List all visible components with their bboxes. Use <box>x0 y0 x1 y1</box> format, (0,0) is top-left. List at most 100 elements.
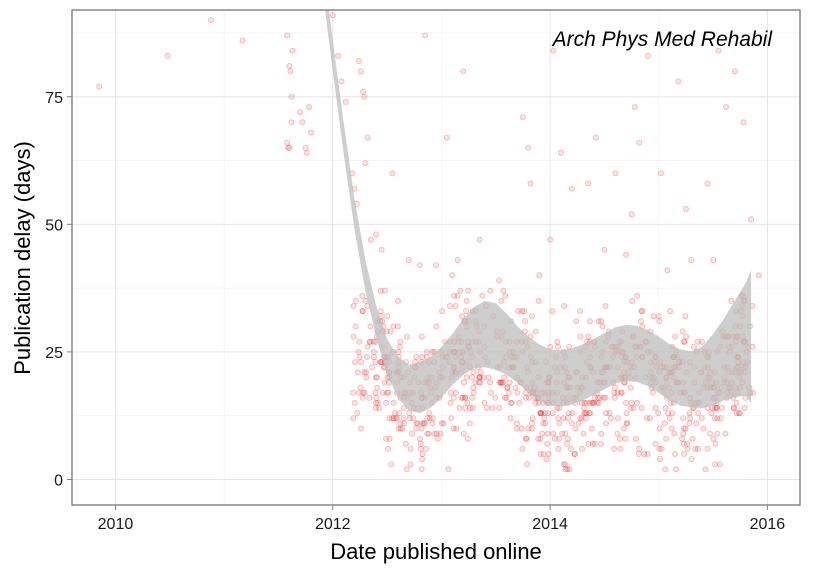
data-point <box>431 430 438 437</box>
data-point <box>611 394 618 401</box>
data-point <box>499 379 506 386</box>
data-point <box>700 425 707 432</box>
data-point <box>366 394 373 401</box>
data-point <box>547 236 554 243</box>
data-point <box>363 374 370 381</box>
data-point <box>712 440 719 447</box>
data-point <box>355 348 362 355</box>
data-point <box>418 333 425 340</box>
data-point <box>464 435 471 442</box>
data-point <box>598 318 605 325</box>
data-point <box>680 415 687 422</box>
data-point <box>597 440 604 447</box>
data-point <box>164 52 171 59</box>
data-point <box>714 430 721 437</box>
data-point <box>454 257 461 264</box>
data-point <box>741 404 748 411</box>
data-point <box>506 379 513 386</box>
data-point <box>513 425 520 432</box>
data-point <box>462 394 469 401</box>
data-point <box>713 404 720 411</box>
data-point <box>460 430 467 437</box>
data-point <box>523 435 530 442</box>
data-point <box>453 425 460 432</box>
data-point <box>565 410 572 417</box>
data-point <box>360 88 367 95</box>
data-point <box>614 430 621 437</box>
data-point <box>564 440 571 447</box>
data-point <box>735 410 742 417</box>
data-point <box>372 404 379 411</box>
data-point <box>603 420 610 427</box>
data-point <box>542 420 549 427</box>
data-point <box>359 394 366 401</box>
data-point <box>652 440 659 447</box>
data-point <box>361 93 368 100</box>
plot-border <box>71 9 801 506</box>
data-point <box>516 399 523 406</box>
data-point <box>388 461 395 468</box>
data-point <box>350 415 357 422</box>
data-point <box>297 109 304 116</box>
data-point <box>588 399 595 406</box>
data-point <box>285 144 292 151</box>
data-point <box>665 410 672 417</box>
data-point <box>581 410 588 417</box>
data-point <box>550 430 557 437</box>
data-point <box>364 134 371 141</box>
data-point <box>429 415 436 422</box>
data-point <box>284 32 291 39</box>
data-point <box>354 369 361 376</box>
data-point <box>569 410 576 417</box>
data-point <box>717 415 724 422</box>
data-point <box>644 450 651 457</box>
data-point <box>595 394 602 401</box>
data-point <box>489 404 496 411</box>
data-point <box>477 369 484 376</box>
data-point <box>504 384 511 391</box>
data-point <box>414 420 421 427</box>
data-point <box>417 440 424 447</box>
data-point <box>655 410 662 417</box>
data-point <box>668 425 675 432</box>
data-point <box>288 119 295 126</box>
data-point <box>544 440 551 447</box>
data-point <box>418 466 425 473</box>
data-point <box>361 389 368 396</box>
data-point <box>600 394 607 401</box>
data-point <box>386 435 393 442</box>
data-point <box>656 425 663 432</box>
data-point <box>538 410 545 417</box>
y-tick-label: 75 <box>45 90 63 107</box>
data-point <box>594 399 601 406</box>
data-point <box>465 287 472 294</box>
data-point <box>400 415 407 422</box>
data-point <box>329 12 336 19</box>
annotation-label: Arch Phys Med Rehabil <box>551 28 774 51</box>
data-point <box>383 399 390 406</box>
data-point <box>497 379 504 386</box>
data-point <box>356 353 363 360</box>
data-point <box>669 410 676 417</box>
data-point <box>748 216 755 223</box>
data-point <box>519 445 526 452</box>
data-point <box>662 466 669 473</box>
data-point <box>578 445 585 452</box>
data-point <box>384 313 391 320</box>
data-point <box>412 425 419 432</box>
data-point <box>615 415 622 422</box>
data-point <box>476 236 483 243</box>
data-point <box>611 445 618 452</box>
data-point <box>647 415 654 422</box>
data-point <box>370 353 377 360</box>
data-point <box>708 410 715 417</box>
data-point <box>429 420 436 427</box>
data-point <box>631 104 638 111</box>
x-axis: 2010 2012 2014 2016 <box>98 505 785 533</box>
data-point <box>286 144 293 151</box>
data-point <box>392 415 399 422</box>
data-point <box>622 435 629 442</box>
x-tick-label: 2012 <box>315 516 351 533</box>
data-point <box>537 410 544 417</box>
data-point <box>463 297 470 304</box>
